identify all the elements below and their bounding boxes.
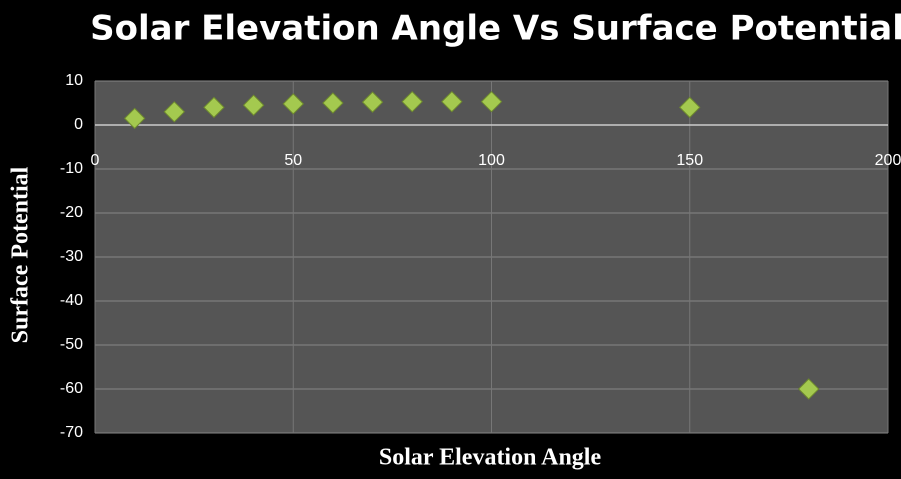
y-tick-label: -60 (60, 380, 83, 397)
y-tick-label: 0 (74, 116, 83, 133)
y-axis-label: Surface Potential (8, 166, 34, 343)
point (361, 91, 384, 113)
point (163, 101, 186, 123)
x-tick-label: 100 (478, 152, 505, 169)
point (282, 93, 304, 115)
x-axis-label: Solar Elevation Angle (379, 445, 602, 471)
y-tick-label: -70 (60, 424, 83, 441)
point (322, 92, 344, 114)
x-tick-label: 50 (284, 152, 302, 169)
point (242, 94, 265, 116)
y-tick-label: -20 (60, 204, 83, 221)
y-tick-label: -40 (60, 292, 83, 309)
point (480, 90, 503, 113)
x-tick-label: 200 (875, 152, 901, 169)
point (679, 96, 701, 119)
point (203, 96, 225, 119)
y-tick-label: -30 (60, 248, 83, 265)
x-tick-label: 150 (676, 152, 703, 169)
x-tick-label: 0 (91, 152, 100, 169)
y-tick-label: -10 (60, 160, 83, 177)
point (123, 107, 146, 130)
point (441, 90, 463, 113)
chart-title: Solar Elevation Angle Vs Surface Potenti… (90, 9, 901, 49)
y-tick-label: -50 (60, 336, 83, 353)
y-tick-label: 10 (65, 72, 83, 89)
point (401, 90, 423, 113)
point (797, 378, 820, 400)
